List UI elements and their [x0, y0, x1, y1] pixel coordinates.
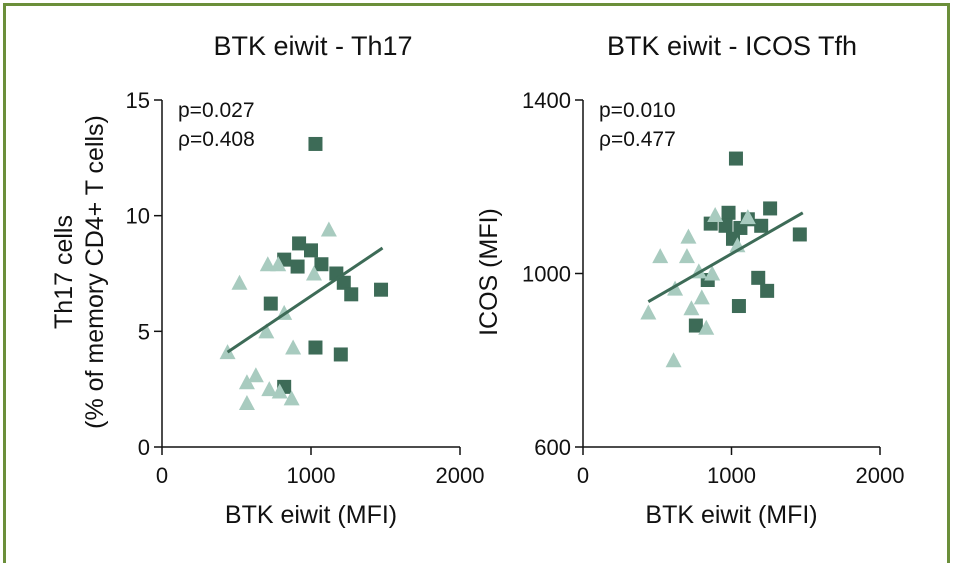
chart1-square-point	[336, 275, 351, 290]
chart1-triangle-point	[285, 339, 302, 355]
chart2-square-point	[763, 201, 778, 216]
chart1-y-axis-label: Th17 cells	[50, 215, 78, 329]
chart2-stat-annotation: p=0.010	[599, 99, 676, 122]
chart2-ytick-label: 1400	[522, 88, 571, 113]
figure-canvas: BTK eiwit - Th17 0 5 10 15 0 1000 2000 BTK eiwit…	[50, 31, 905, 529]
chart1-square-point	[333, 347, 348, 362]
chart1-triangle-point	[283, 390, 300, 406]
chart1-triangle-point	[271, 383, 288, 399]
chart1-regression-line	[226, 246, 384, 354]
chart1-triangle-point	[258, 323, 275, 339]
chart2-regression-line	[647, 211, 804, 303]
chart2-triangle-point	[704, 265, 721, 281]
chart2-triangle-point	[652, 248, 669, 264]
chart1-square-point	[263, 296, 278, 311]
chart1-xtick-label: 0	[156, 463, 168, 488]
chart2-square-point	[751, 270, 766, 285]
chart1-square-point	[308, 340, 323, 355]
chart2-triangle-point	[665, 352, 682, 368]
frame-border	[3, 3, 950, 563]
chart2-square-point	[731, 299, 746, 314]
chart1-ytick-label: 15	[126, 88, 150, 113]
figure-frame: BTK eiwit - Th17 0 5 10 15 0 1000 2000 BTK eiwit…	[3, 3, 950, 563]
chart2-square-point	[688, 318, 703, 333]
chart2-xtick-label: 2000	[856, 463, 905, 488]
chart2-square-point	[754, 218, 769, 233]
chart2-triangle-point	[678, 248, 695, 264]
chart2-triangle-point	[667, 280, 684, 296]
chart1-xtick-label: 1000	[287, 463, 336, 488]
chart1-triangle-point	[247, 367, 264, 383]
chart2-square-point	[733, 220, 748, 235]
chart2-square-point	[728, 151, 743, 166]
chart1-triangle-point	[270, 256, 287, 272]
chart2-triangle-point	[683, 300, 700, 316]
chart2-triangle-point	[739, 209, 756, 225]
chart1-x-axis-label: BTK eiwit (MFI)	[225, 501, 397, 529]
chart1-xtick-label: 2000	[436, 463, 485, 488]
chart2-y-axis-label: ICOS (MFI)	[475, 208, 503, 336]
chart1-square-point	[344, 287, 359, 302]
chart2-triangle-point	[698, 319, 715, 335]
chart1-title: BTK eiwit - Th17	[213, 31, 412, 61]
chart1-square-point	[290, 259, 305, 274]
chart2-ytick-label: 600	[534, 435, 571, 460]
chart1-triangle-point	[259, 256, 276, 272]
chart2-x-axis-label: BTK eiwit (MFI)	[645, 501, 817, 529]
chart1-triangle-point	[238, 395, 255, 411]
chart1-triangle-point	[231, 274, 248, 290]
chart1-triangle-point	[320, 221, 337, 237]
chart1-triangle-point	[305, 265, 322, 281]
chart1-square-point	[304, 243, 318, 258]
chart2-stat-annotation: ρ=0.477	[599, 128, 676, 151]
chart2-xtick-label: 1000	[707, 463, 756, 488]
chart2-ytick-label: 1000	[522, 262, 571, 287]
chart2-square-point	[721, 205, 736, 220]
chart2-square-point	[760, 283, 775, 298]
chart2-triangle-point	[680, 228, 697, 244]
chart2-title: BTK eiwit - ICOS Tfh	[607, 31, 857, 61]
chart1-stat-annotation: ρ=0.408	[178, 128, 255, 151]
chart1-ytick-label: 5	[138, 319, 150, 344]
chart1-triangle-point	[238, 374, 255, 390]
chart1-square-point	[292, 236, 307, 251]
chart2-triangle-point	[693, 289, 710, 305]
chart1-triangle-point	[261, 381, 278, 397]
chart2-triangle-point	[707, 206, 724, 222]
chart1-ytick-label: 10	[126, 204, 150, 229]
chart1-ytick-label: 0	[138, 435, 150, 460]
chart2-triangle-point	[640, 304, 657, 320]
chart1-square-point	[308, 136, 323, 151]
chart2-square-point	[718, 218, 733, 233]
chart1-square-point	[374, 282, 389, 297]
chart1-y-axis-label-line2: (% of memory CD4+ T cells)	[81, 115, 109, 429]
chart1-stat-annotation: p=0.027	[178, 99, 255, 122]
chart2-xtick-label: 0	[577, 463, 589, 488]
chart2-square-point	[792, 227, 807, 242]
chart1-square-point	[314, 257, 329, 272]
